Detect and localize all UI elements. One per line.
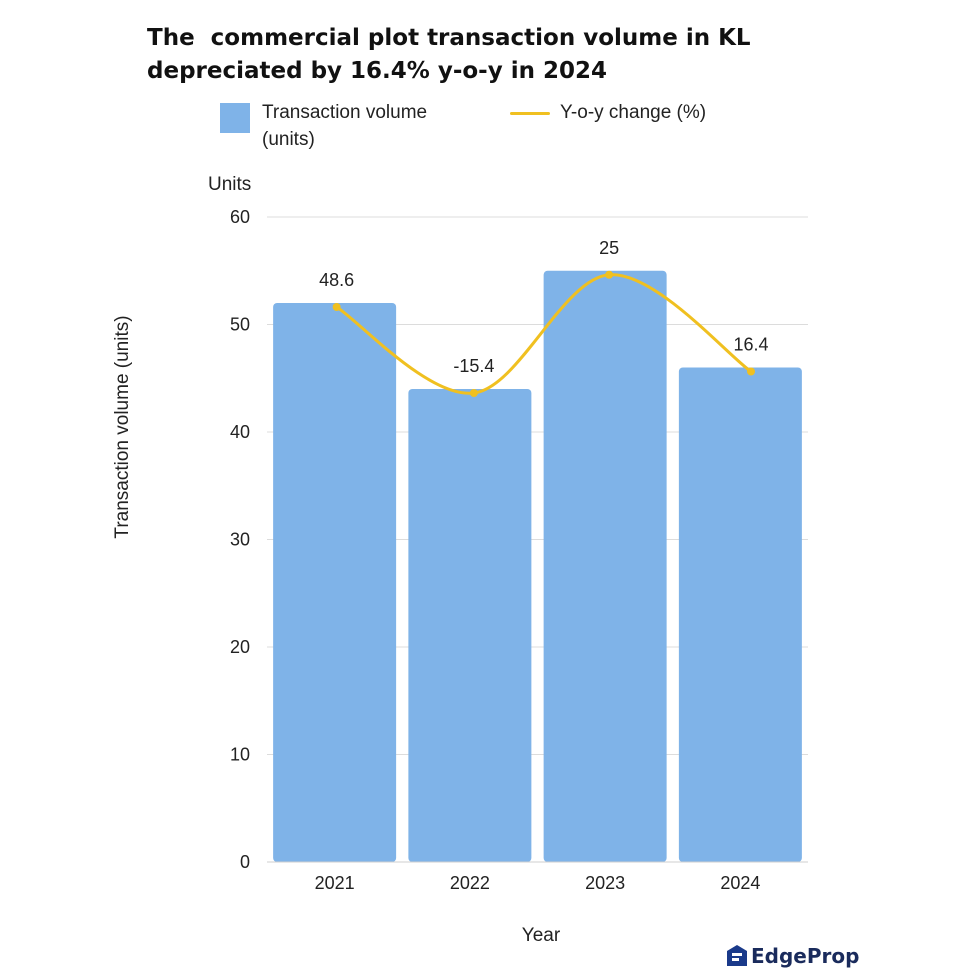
legend-bar-label-line-1: Transaction volume <box>262 102 428 123</box>
chart-title: The commercial plot transaction volume i… <box>147 22 927 88</box>
x-tick-label: 2023 <box>585 873 625 893</box>
y-tick-label: 40 <box>230 422 250 442</box>
x-tick-label: 2022 <box>450 873 490 893</box>
yoy-data-label: -15.4 <box>453 356 494 376</box>
yoy-change-line <box>335 273 752 395</box>
legend-bar-entry: Transaction volume (units) <box>220 99 427 153</box>
yoy-point-2022 <box>469 389 478 397</box>
edgeprop-logo-text: EdgeProp <box>751 944 860 968</box>
y-tick-label: 0 <box>240 852 250 872</box>
yoy-data-label: 16.4 <box>733 335 768 355</box>
x-axis-title: Year <box>522 925 561 946</box>
y-tick-label: 10 <box>230 745 250 765</box>
chart-title-line-1: The commercial plot transaction volume i… <box>147 25 751 51</box>
legend-line-entry: Y-o-y change (%) <box>510 99 706 126</box>
y-tick-label: 50 <box>230 315 250 335</box>
yoy-data-label: 48.6 <box>319 270 354 290</box>
bar-2022 <box>408 389 532 862</box>
yoy-point-2023 <box>605 270 614 279</box>
legend-bar-swatch <box>220 103 250 133</box>
x-tick-label: 2024 <box>720 873 760 893</box>
y-unit-label: Units <box>208 174 251 195</box>
edgeprop-logo-icon <box>727 945 747 966</box>
y-tick-label: 60 <box>230 207 250 227</box>
bar-2021 <box>273 303 397 862</box>
x-tick-label: 2021 <box>315 873 355 893</box>
chart-title-line-2: depreciated by 16.4% y-o-y in 2024 <box>147 58 607 84</box>
bar-2023 <box>543 270 667 862</box>
legend-line-swatch <box>510 112 550 115</box>
y-tick-label: 20 <box>230 637 250 657</box>
yoy-point-2024 <box>747 367 755 376</box>
yoy-point-2021 <box>332 303 341 311</box>
y-axis-title: Transaction volume (units) <box>112 315 133 538</box>
bar-2024 <box>678 367 802 862</box>
yoy-data-label: 25 <box>599 238 619 258</box>
legend-bar-label-line-2: (units) <box>262 129 315 150</box>
legend-line-label: Y-o-y change (%) <box>560 102 707 123</box>
y-tick-label: 30 <box>230 530 250 550</box>
edgeprop-logo: EdgeProp <box>726 944 859 968</box>
